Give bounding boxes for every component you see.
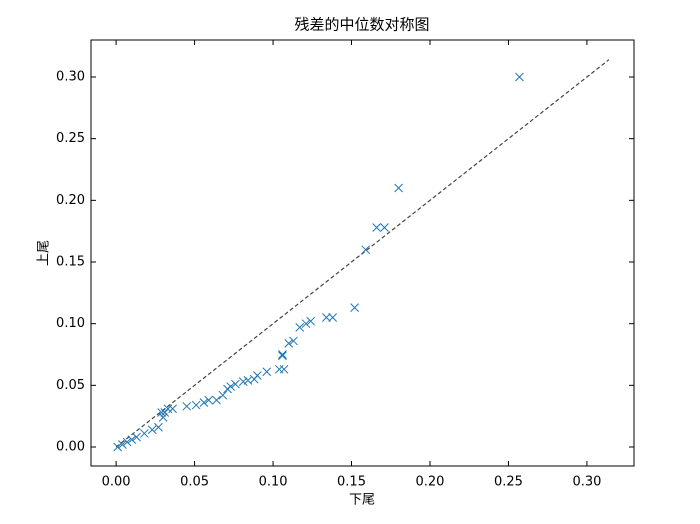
point	[278, 351, 287, 361]
point	[289, 336, 298, 346]
point	[223, 384, 232, 394]
y-tick-label: 0.20	[56, 193, 85, 208]
point	[350, 303, 360, 312]
point	[199, 398, 209, 407]
point	[168, 404, 177, 414]
y-tick-label: 0.00	[56, 440, 85, 455]
x-tick-label: 0.15	[337, 475, 366, 490]
point	[191, 400, 201, 410]
y-tick-label: 0.05	[56, 378, 85, 393]
point	[218, 390, 228, 400]
plot-frame	[90, 39, 635, 467]
y-tick-label: 0.30	[56, 70, 85, 85]
point	[122, 437, 132, 447]
point	[394, 183, 403, 193]
point	[118, 440, 127, 449]
point	[306, 316, 316, 326]
y-axis-label: 上尾	[37, 240, 52, 266]
point	[279, 364, 289, 374]
point	[262, 367, 272, 377]
point	[140, 429, 149, 438]
point	[515, 72, 524, 82]
y-tick-label: 0.10	[56, 316, 85, 331]
point	[204, 395, 214, 405]
point	[295, 323, 305, 332]
point	[132, 432, 141, 442]
x-tick-label: 0.00	[102, 475, 131, 490]
x-tick-label: 0.25	[494, 475, 523, 490]
point	[322, 313, 331, 322]
chart-title: 残差的中位数对称图	[294, 16, 429, 34]
point	[372, 223, 381, 232]
x-tick-label: 0.10	[259, 475, 288, 490]
x-tick-label: 0.30	[572, 475, 601, 490]
point	[157, 408, 166, 417]
point	[127, 435, 137, 444]
y-tick-label: 0.25	[56, 131, 85, 146]
point	[147, 425, 157, 435]
point	[158, 413, 168, 422]
point	[284, 339, 294, 348]
point	[238, 377, 248, 386]
point	[301, 319, 311, 329]
point	[182, 401, 192, 411]
y-tick-label: 0.15	[56, 255, 85, 270]
point	[160, 408, 170, 417]
point	[212, 395, 221, 405]
point	[380, 223, 389, 232]
point	[154, 422, 163, 432]
point	[328, 313, 338, 322]
point	[361, 245, 370, 255]
point	[278, 350, 287, 359]
point	[113, 442, 123, 452]
point	[274, 364, 284, 374]
x-tick-label: 0.05	[180, 475, 209, 490]
x-axis-label: 下尾	[349, 493, 375, 508]
x-tick-label: 0.20	[416, 475, 445, 490]
point	[231, 379, 240, 389]
